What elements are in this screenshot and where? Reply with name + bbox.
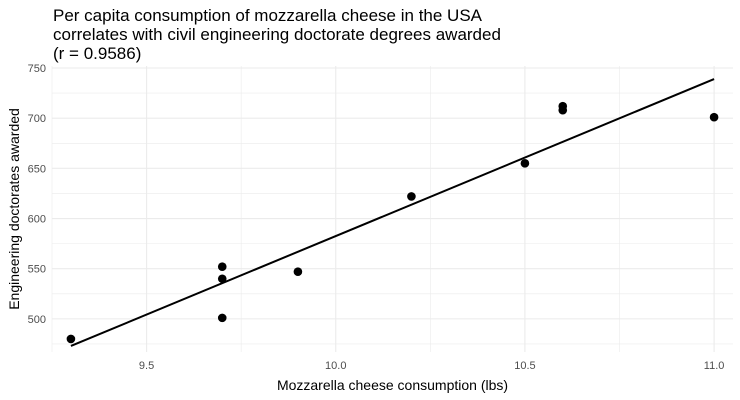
chart-title-line-1: Per capita consumption of mozzarella che…	[53, 6, 483, 25]
data-point	[558, 101, 568, 111]
x-tick-label: 10.5	[514, 360, 535, 372]
data-point	[66, 334, 76, 344]
y-tick-labels: 500 550 600 650 700 750	[28, 63, 46, 326]
y-tick-label: 500	[28, 314, 46, 326]
y-tick-label: 700	[28, 113, 46, 125]
x-tick-label: 11.0	[704, 360, 725, 372]
data-point	[217, 274, 227, 284]
points-group	[66, 101, 719, 344]
trend-line	[70, 78, 715, 347]
chart-title: Per capita consumption of mozzarella che…	[53, 6, 501, 63]
x-tick-labels: 9.5 10.0 10.5 11.0	[139, 360, 724, 372]
y-tick-label: 750	[28, 63, 46, 75]
grid	[51, 66, 733, 352]
x-tick-label: 9.5	[139, 360, 154, 372]
y-tick-label: 550	[28, 264, 46, 276]
trend-line-group	[70, 78, 715, 347]
y-tick-label: 650	[28, 163, 46, 175]
x-tick-label: 10.0	[325, 360, 346, 372]
y-tick-label: 600	[28, 214, 46, 226]
chart-title-line-2: correlates with civil engineering doctor…	[53, 25, 501, 44]
data-point	[293, 267, 303, 277]
data-point	[709, 112, 719, 122]
y-axis-label: Engineering doctorates awarded	[6, 108, 22, 310]
data-point	[520, 159, 530, 168]
data-point	[407, 192, 416, 201]
x-axis-label: Mozzarella cheese consumption (lbs)	[277, 377, 508, 393]
chart-title-line-3: (r = 0.9586)	[53, 44, 142, 63]
data-point	[217, 262, 227, 272]
data-point	[217, 313, 227, 323]
